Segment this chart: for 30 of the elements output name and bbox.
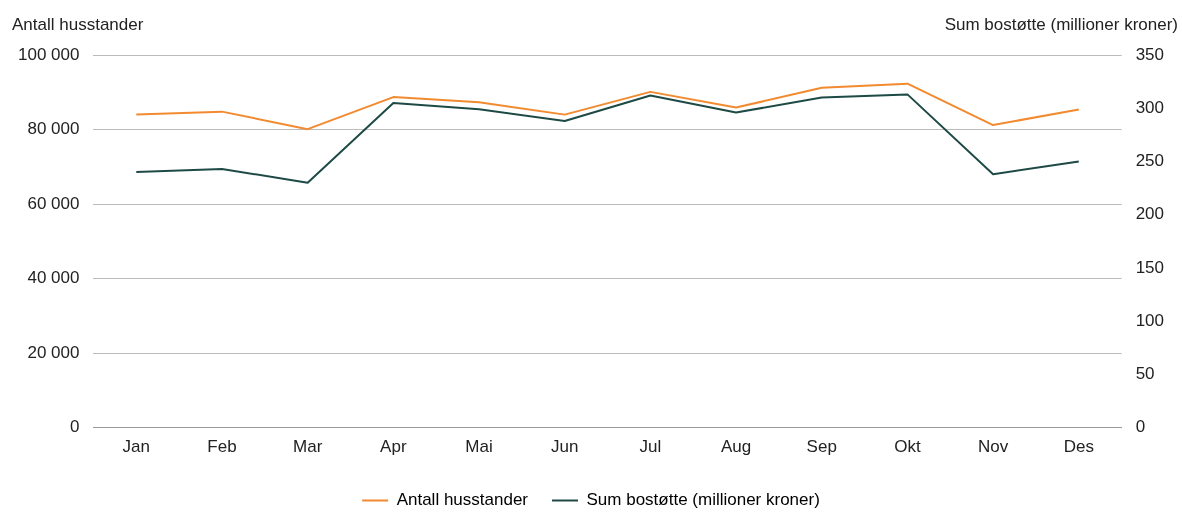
y-tick-label: 20 000 (27, 342, 80, 362)
y-tick-label: 0 (69, 417, 80, 437)
y2-tick-label: 100 (1135, 310, 1165, 330)
x-tick-label: Mar (293, 437, 323, 457)
y2-tick-label: 250 (1135, 151, 1165, 171)
y-tick-label: 60 000 (27, 193, 80, 213)
x-tick-label: Apr (380, 437, 407, 457)
legend-label: Sum bostøtte (millioner kroner) (586, 490, 820, 510)
legend-label: Antall husstander (396, 490, 529, 510)
y2-axis-title: Sum bostøtte (millioner kroner) (944, 14, 1178, 34)
x-tick-label: Mai (465, 437, 493, 457)
y2-tick-label: 200 (1135, 204, 1165, 224)
x-tick-label: Feb (207, 437, 237, 457)
x-tick-label: Aug (720, 437, 752, 457)
x-tick-label: Jul (639, 437, 662, 457)
x-tick-label: Jan (122, 437, 150, 457)
y-tick-label: 80 000 (27, 119, 80, 139)
y-tick-label: 100 000 (18, 44, 80, 64)
y2-tick-label: 0 (1135, 417, 1146, 437)
y2-tick-label: 150 (1135, 257, 1165, 277)
y2-tick-label: 300 (1135, 97, 1165, 117)
x-tick-label: Des (1063, 437, 1094, 457)
x-tick-label: Nov (978, 437, 1009, 457)
x-tick-label: Okt (894, 437, 921, 457)
x-tick-label: Jun (550, 437, 579, 457)
y-tick-label: 40 000 (27, 268, 80, 288)
x-tick-label: Sep (806, 437, 837, 457)
y-axis-title: Antall husstander (12, 14, 144, 34)
y2-tick-label: 50 (1135, 364, 1155, 384)
y2-tick-label: 350 (1135, 44, 1165, 64)
